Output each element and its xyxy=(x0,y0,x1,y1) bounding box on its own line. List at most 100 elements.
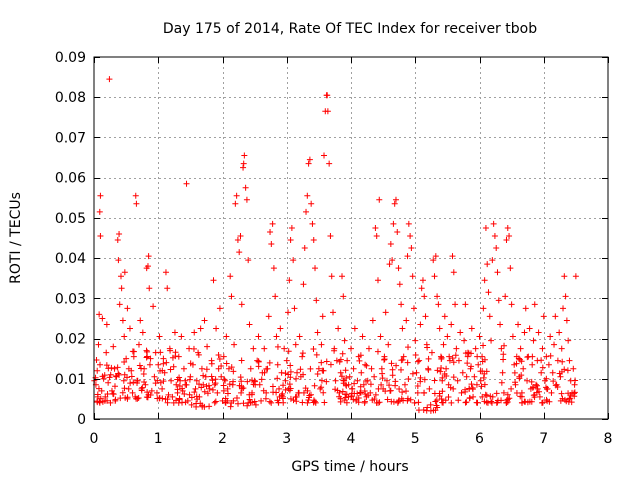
data-point xyxy=(480,305,487,312)
data-point xyxy=(434,367,441,374)
data-point xyxy=(440,341,447,348)
data-point xyxy=(305,160,312,167)
data-point xyxy=(498,379,505,386)
x-axis-label: GPS time / hours xyxy=(291,459,408,475)
data-point xyxy=(341,397,348,404)
data-point xyxy=(556,329,563,336)
data-point xyxy=(560,305,567,312)
data-point xyxy=(339,273,346,280)
x-tick-label: 3 xyxy=(282,431,291,447)
data-point xyxy=(341,377,348,384)
data-point xyxy=(362,361,369,368)
data-point xyxy=(293,375,300,382)
data-point xyxy=(563,317,570,324)
data-point xyxy=(267,228,274,235)
data-point xyxy=(326,160,333,167)
data-point xyxy=(539,345,546,352)
data-point xyxy=(208,357,215,364)
data-point xyxy=(287,374,294,381)
data-point xyxy=(547,333,554,340)
data-point xyxy=(372,224,379,231)
data-point xyxy=(376,399,383,406)
data-point xyxy=(206,385,213,392)
data-point xyxy=(473,399,480,406)
data-point xyxy=(117,395,124,402)
data-point xyxy=(204,343,211,350)
data-point xyxy=(268,399,275,406)
data-point xyxy=(191,389,198,396)
data-point xyxy=(359,333,366,340)
data-point xyxy=(290,257,297,264)
data-point xyxy=(218,373,225,380)
data-point xyxy=(210,277,217,284)
data-point xyxy=(307,365,314,372)
data-point xyxy=(535,329,542,336)
data-point xyxy=(124,374,131,381)
data-point xyxy=(306,156,313,163)
data-point xyxy=(336,389,343,396)
data-point xyxy=(192,385,199,392)
data-point xyxy=(248,377,255,384)
data-point xyxy=(558,390,565,397)
data-point xyxy=(393,362,400,369)
data-point xyxy=(96,208,103,215)
data-point xyxy=(121,385,128,392)
data-point xyxy=(286,277,293,284)
data-point xyxy=(551,341,558,348)
data-point xyxy=(491,232,498,239)
data-point xyxy=(320,367,327,374)
data-point xyxy=(425,365,432,372)
data-point xyxy=(536,388,543,395)
data-point xyxy=(534,385,541,392)
data-point xyxy=(493,390,500,397)
data-point xyxy=(274,361,281,368)
data-point xyxy=(300,389,307,396)
data-point xyxy=(234,237,241,244)
data-point xyxy=(424,404,431,411)
data-point xyxy=(448,321,455,328)
data-point xyxy=(209,377,216,384)
data-point xyxy=(266,359,273,366)
data-point xyxy=(371,395,378,402)
data-point xyxy=(485,289,492,296)
data-point xyxy=(566,357,573,364)
data-point xyxy=(385,341,392,348)
data-point xyxy=(390,220,397,227)
data-point xyxy=(313,351,320,358)
data-point xyxy=(414,382,421,389)
data-point xyxy=(262,395,269,402)
data-point xyxy=(140,370,147,377)
data-point xyxy=(344,357,351,364)
data-point xyxy=(459,369,466,376)
data-point xyxy=(297,366,304,373)
y-tick-label: 0.04 xyxy=(55,251,86,267)
data-point xyxy=(126,325,133,332)
data-point xyxy=(249,389,256,396)
data-point xyxy=(353,397,360,404)
data-point xyxy=(139,384,146,391)
data-point xyxy=(517,393,524,400)
data-point xyxy=(407,396,414,403)
data-point xyxy=(518,389,525,396)
data-point xyxy=(548,389,555,396)
data-point xyxy=(376,196,383,203)
data-point xyxy=(571,393,578,400)
data-point xyxy=(124,305,131,312)
data-point xyxy=(521,329,528,336)
data-point xyxy=(135,395,142,402)
data-point xyxy=(143,347,150,354)
data-point xyxy=(119,317,126,324)
data-point xyxy=(481,277,488,284)
data-point xyxy=(116,301,123,308)
data-point xyxy=(558,345,565,352)
data-point xyxy=(146,361,153,368)
data-point xyxy=(251,398,258,405)
data-point xyxy=(121,269,128,276)
data-point xyxy=(387,241,394,248)
data-point xyxy=(245,399,252,406)
data-point xyxy=(386,261,393,268)
data-point xyxy=(413,369,420,376)
data-point xyxy=(255,358,262,365)
data-point xyxy=(432,407,439,414)
data-point xyxy=(383,377,390,384)
